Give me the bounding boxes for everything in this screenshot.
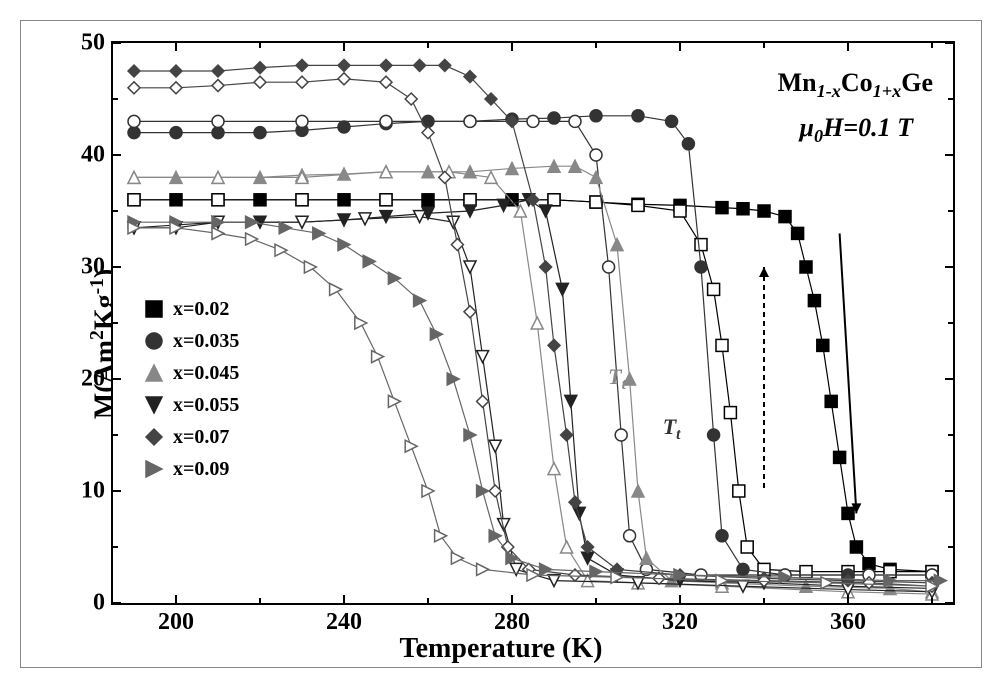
y-tick-label: 50 bbox=[81, 30, 113, 57]
legend-marker-icon bbox=[143, 298, 165, 320]
legend-marker-icon bbox=[143, 362, 165, 384]
x-tick-label: 280 bbox=[494, 603, 530, 636]
y-tick-label: 20 bbox=[81, 366, 113, 393]
annotation-tt: Tt bbox=[608, 364, 626, 394]
legend-label: x=0.045 bbox=[173, 362, 239, 385]
legend-marker-icon bbox=[143, 426, 165, 448]
x-tick-label: 200 bbox=[158, 603, 194, 636]
chart-container: M(Am2Kg-1) Temperature (K) Mn1-xCo1+xGe … bbox=[20, 20, 982, 668]
legend-item: x=0.09 bbox=[143, 453, 239, 485]
legend-label: x=0.02 bbox=[173, 298, 229, 321]
legend-item: x=0.07 bbox=[143, 421, 239, 453]
legend: x=0.02 x=0.035 x=0.045 x=0.055 x=0.07 x=0.09 bbox=[143, 293, 239, 485]
legend-label: x=0.07 bbox=[173, 426, 229, 449]
legend-label: x=0.09 bbox=[173, 458, 229, 481]
legend-label: x=0.035 bbox=[173, 330, 239, 353]
x-tick-label: 240 bbox=[326, 603, 362, 636]
x-tick-label: 360 bbox=[830, 603, 866, 636]
x-axis-label: Temperature (K) bbox=[400, 633, 603, 665]
legend-item: x=0.035 bbox=[143, 325, 239, 357]
legend-item: x=0.02 bbox=[143, 293, 239, 325]
y-tick-label: 30 bbox=[81, 254, 113, 281]
y-tick-label: 10 bbox=[81, 478, 113, 505]
legend-marker-icon bbox=[143, 458, 165, 480]
annotation-tt: Tt bbox=[663, 414, 681, 444]
legend-item: x=0.055 bbox=[143, 389, 239, 421]
legend-label: x=0.055 bbox=[173, 394, 239, 417]
legend-marker-icon bbox=[143, 394, 165, 416]
plot-area: Mn1-xCo1+xGe μ0H=0.1 T x=0.02x=0.035x=0.… bbox=[111, 41, 955, 605]
x-tick-label: 320 bbox=[662, 603, 698, 636]
y-tick-label: 0 bbox=[93, 590, 113, 617]
legend-marker-icon bbox=[143, 330, 165, 352]
legend-item: x=0.045 bbox=[143, 357, 239, 389]
y-tick-label: 40 bbox=[81, 142, 113, 169]
